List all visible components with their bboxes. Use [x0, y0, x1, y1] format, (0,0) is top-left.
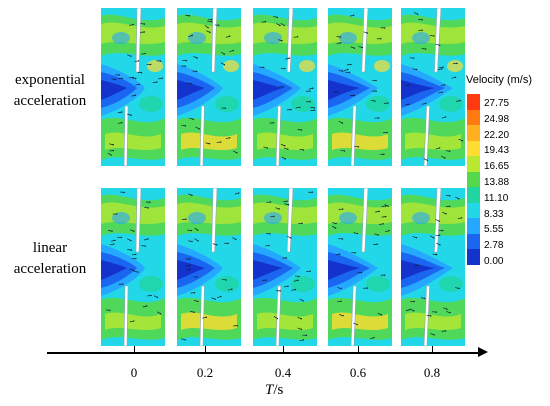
time-axis-arrow-icon [478, 347, 488, 357]
colorbar-segment [467, 109, 480, 126]
contour-panel [101, 188, 165, 346]
time-axis-tick [205, 346, 207, 352]
contour-panel [401, 188, 465, 346]
contour-panel [177, 8, 241, 166]
colorbar-segment [467, 140, 480, 157]
contour-panel [401, 8, 465, 166]
colorbar-label: 11.10 [484, 192, 509, 204]
time-axis-tick-label: 0.4 [274, 365, 292, 380]
colorbar-label: 24.98 [484, 113, 510, 125]
colorbar-label: 8.33 [484, 208, 504, 220]
row-label-line2: acceleration [13, 261, 87, 277]
time-axis-unit: /s [273, 382, 284, 398]
colorbar-label: 13.88 [484, 177, 510, 188]
time-axis-tick-label: 0.6 [349, 365, 367, 380]
row-label-linear: linear acceleration [0, 238, 100, 280]
colorbar-segment [467, 187, 480, 204]
time-axis-tick-label: 0.8 [423, 365, 441, 380]
colorbar-segment [467, 218, 480, 235]
colorbar-label: 2.78 [484, 240, 504, 252]
colorbar-segment [467, 125, 480, 142]
colorbar-segment [467, 233, 480, 250]
legend-title: Velocity (m/s) [466, 74, 533, 86]
colorbar-label: 22.20 [484, 129, 510, 141]
contour-panel [328, 188, 392, 346]
colorbar-label: 27.75 [484, 98, 510, 109]
colorbar-label: 5.55 [484, 224, 504, 236]
velocity-colorbar [467, 94, 480, 266]
contour-panel [101, 8, 165, 166]
colorbar-segment [467, 171, 480, 188]
colorbar-segment [467, 94, 480, 111]
row-label-line1: exponential [15, 72, 85, 88]
time-axis-tick [432, 346, 434, 352]
time-axis-variable: T [265, 382, 274, 398]
colorbar-segment [467, 202, 480, 219]
colorbar-segment [467, 249, 480, 266]
row-label-line1: linear [32, 240, 68, 256]
contour-panel [177, 188, 241, 346]
contour-panel [253, 188, 317, 346]
colorbar-segment [467, 156, 480, 173]
time-axis-title: T/s [265, 382, 283, 399]
time-axis-tick-label: 0 [130, 365, 138, 380]
time-axis-tick-label: 0.2 [196, 365, 214, 380]
time-axis-line [47, 352, 481, 354]
time-axis-tick [358, 346, 360, 352]
row-label-line2: acceleration [13, 93, 87, 109]
time-axis-tick [134, 346, 136, 352]
colorbar-label: 16.65 [484, 161, 510, 173]
contour-panel [328, 8, 392, 166]
colorbar-label: 19.43 [484, 145, 510, 157]
contour-panel [253, 8, 317, 166]
time-axis-tick [283, 346, 285, 352]
row-label-exponential: exponential acceleration [0, 70, 100, 112]
colorbar-label: 0.00 [484, 256, 504, 267]
